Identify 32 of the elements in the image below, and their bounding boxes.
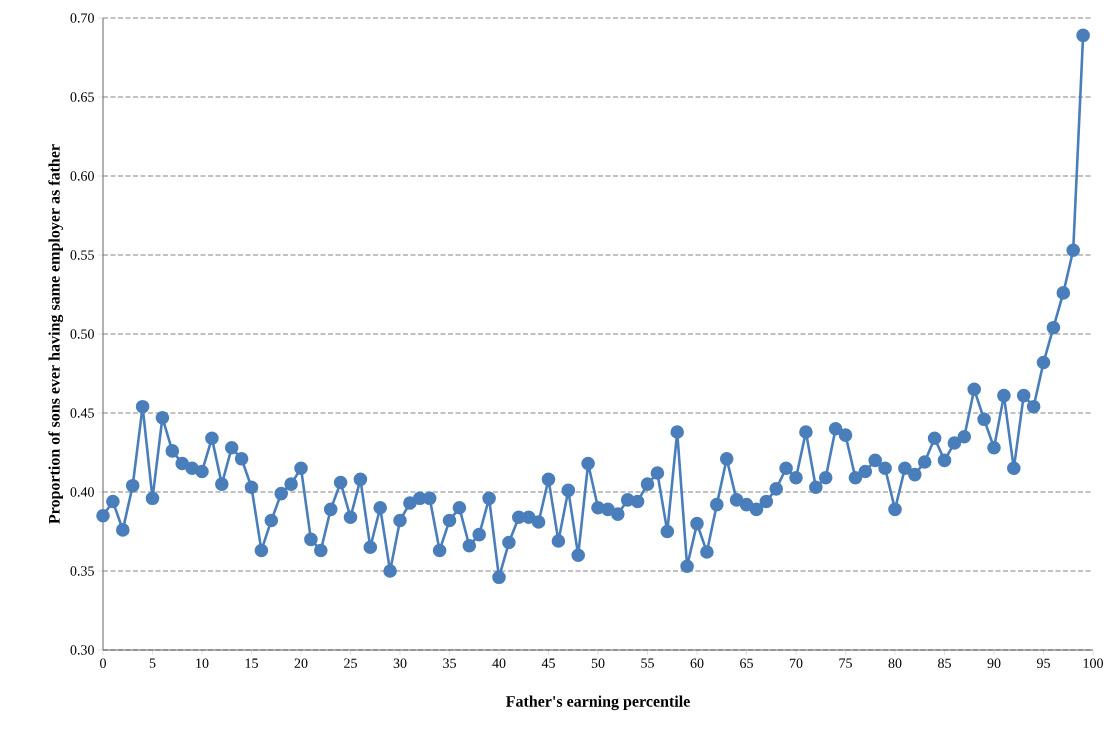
x-tick-label: 100: [1083, 658, 1103, 668]
x-tick-label: 65: [740, 658, 753, 668]
y-tick-label: 0.45: [70, 408, 94, 418]
x-tick-label: 40: [492, 658, 506, 668]
x-tick-label: 70: [789, 658, 803, 668]
x-tick-label: 10: [196, 658, 209, 668]
x-tick-label: 35: [443, 658, 456, 668]
x-tick-label: 95: [1036, 658, 1050, 668]
x-tick-label: 45: [541, 658, 555, 668]
x-tick-label: 0: [100, 658, 106, 668]
y-tick-label: 0.30: [70, 645, 94, 655]
x-tick-label: 80: [888, 658, 902, 668]
y-tick-label: 0.70: [70, 13, 94, 23]
x-tick-label: 30: [393, 658, 407, 668]
y-axis-title: Proportion of sons ever having same employer as father: [48, 144, 64, 524]
y-tick-label: 0.40: [70, 487, 94, 497]
y-tick-label: 0.60: [70, 171, 94, 181]
x-tick-label: 20: [294, 658, 308, 668]
y-tick-label: 0.65: [70, 92, 94, 102]
y-tick-label: 0.35: [70, 566, 94, 576]
x-tick-label: 90: [987, 658, 1001, 668]
x-tick-label: 75: [839, 658, 852, 668]
x-tick-label: 55: [641, 658, 654, 668]
y-tick-label: 0.50: [70, 329, 94, 339]
x-tick-label: 60: [690, 658, 704, 668]
x-tick-label: 85: [938, 658, 951, 668]
x-tick-label: 50: [591, 658, 605, 668]
x-tick-label: 25: [344, 658, 357, 668]
x-tick-label: 15: [245, 658, 258, 668]
y-tick-label: 0.55: [70, 250, 94, 260]
x-tick-label: 5: [149, 658, 156, 668]
x-axis-title: Father's earning percentile: [505, 695, 690, 711]
